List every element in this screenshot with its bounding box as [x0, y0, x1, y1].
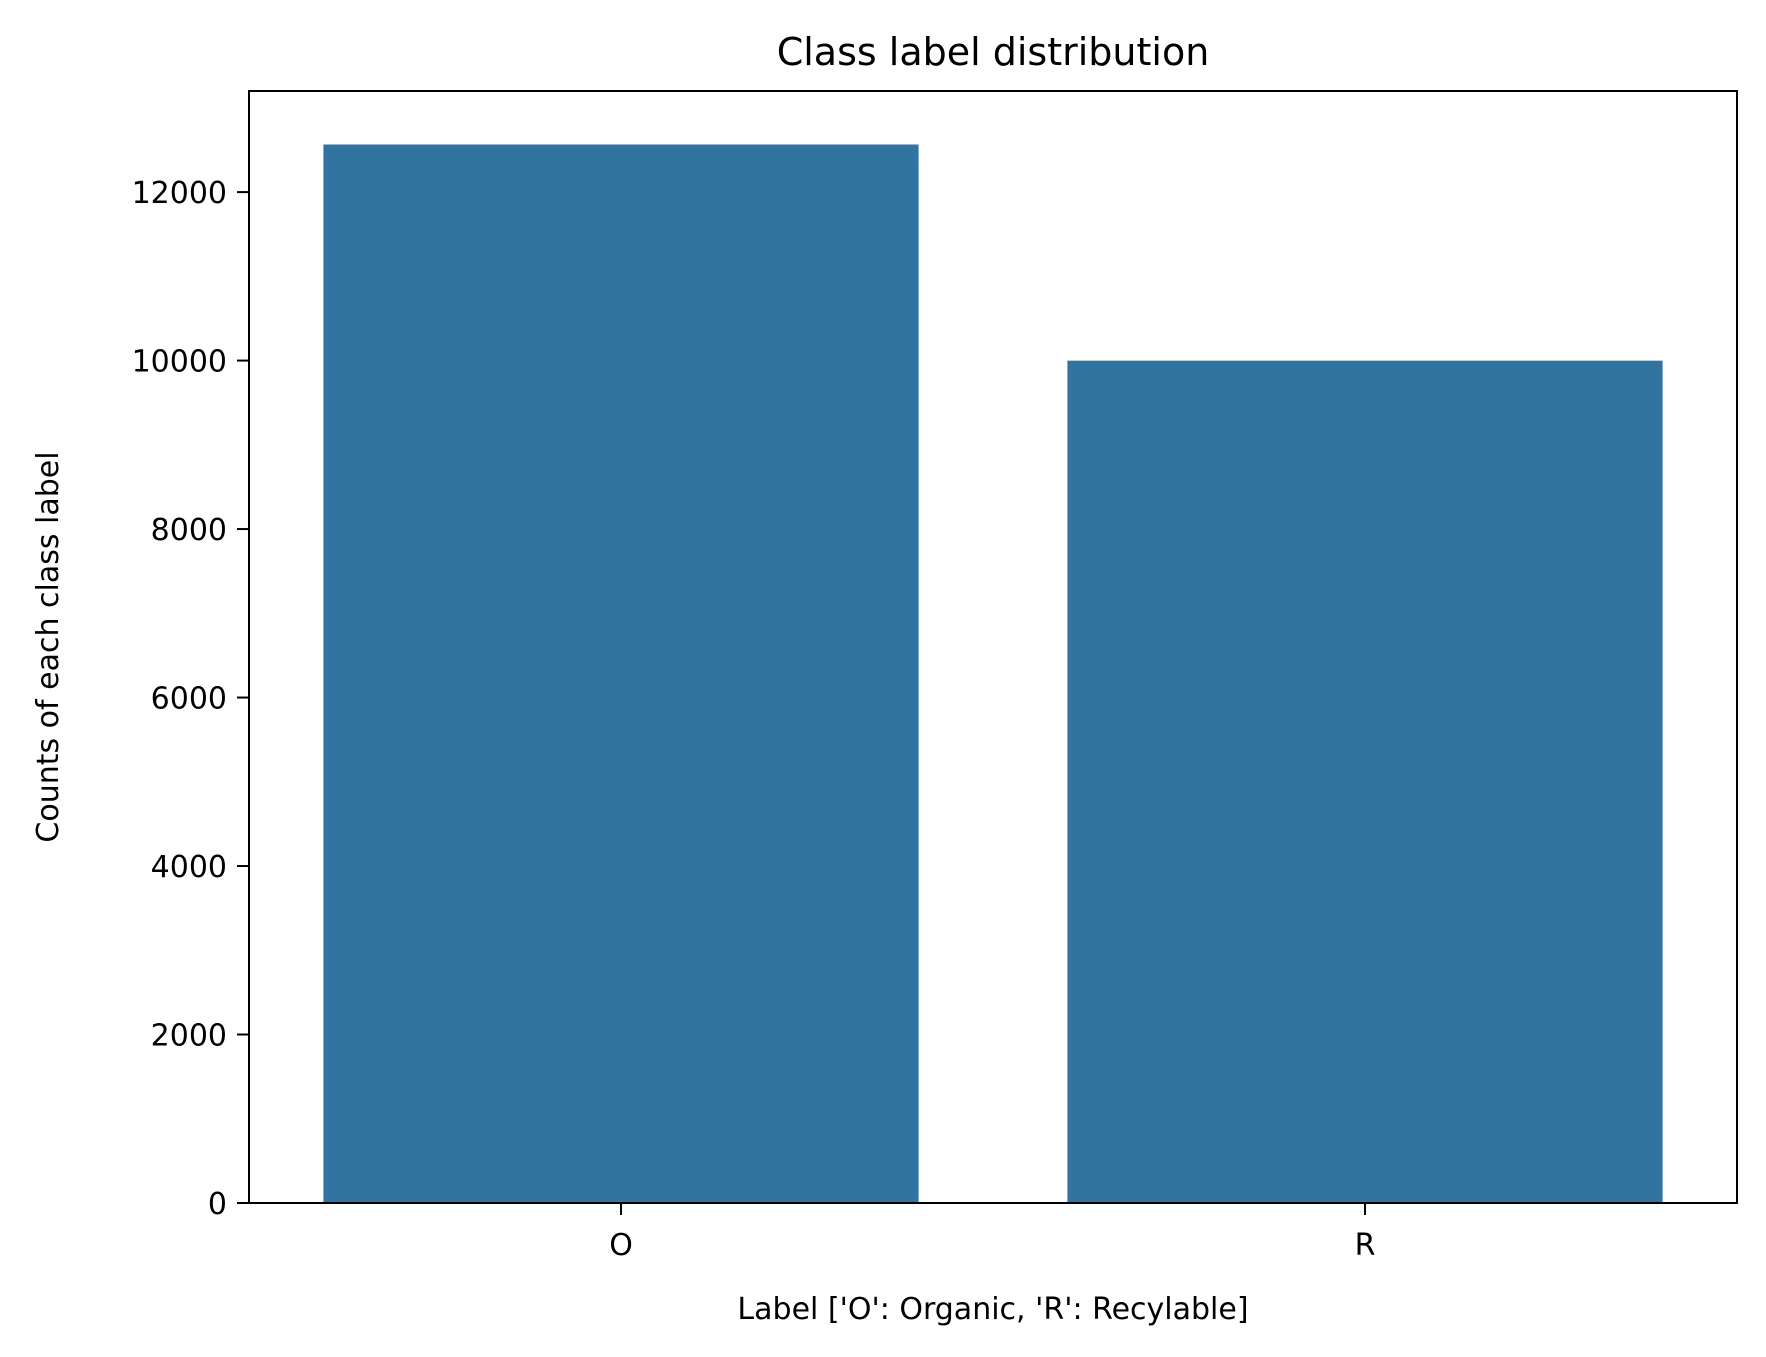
bar-r: [1067, 360, 1663, 1203]
y-axis-label: Counts of each class label: [31, 451, 66, 842]
y-tick-label: 12000: [132, 176, 227, 211]
bars-layer: [323, 144, 1663, 1204]
x-tick-label: O: [609, 1228, 633, 1263]
bar-o: [323, 144, 919, 1204]
chart-title: Class label distribution: [777, 30, 1210, 74]
y-tick-label: 0: [208, 1187, 227, 1222]
y-tick-label: 8000: [151, 513, 227, 548]
y-tick-label: 10000: [132, 345, 227, 380]
y-axis-ticks: 0 2000 4000 6000 8000 10000 12000: [132, 176, 249, 1222]
y-tick-label: 4000: [151, 850, 227, 885]
x-axis-label: Label ['O': Organic, 'R': Recylable]: [737, 1292, 1248, 1327]
x-tick-label: R: [1355, 1228, 1376, 1263]
y-tick-label: 2000: [151, 1019, 227, 1054]
y-tick-label: 6000: [151, 682, 227, 717]
plot-frame: [248, 90, 1738, 1204]
